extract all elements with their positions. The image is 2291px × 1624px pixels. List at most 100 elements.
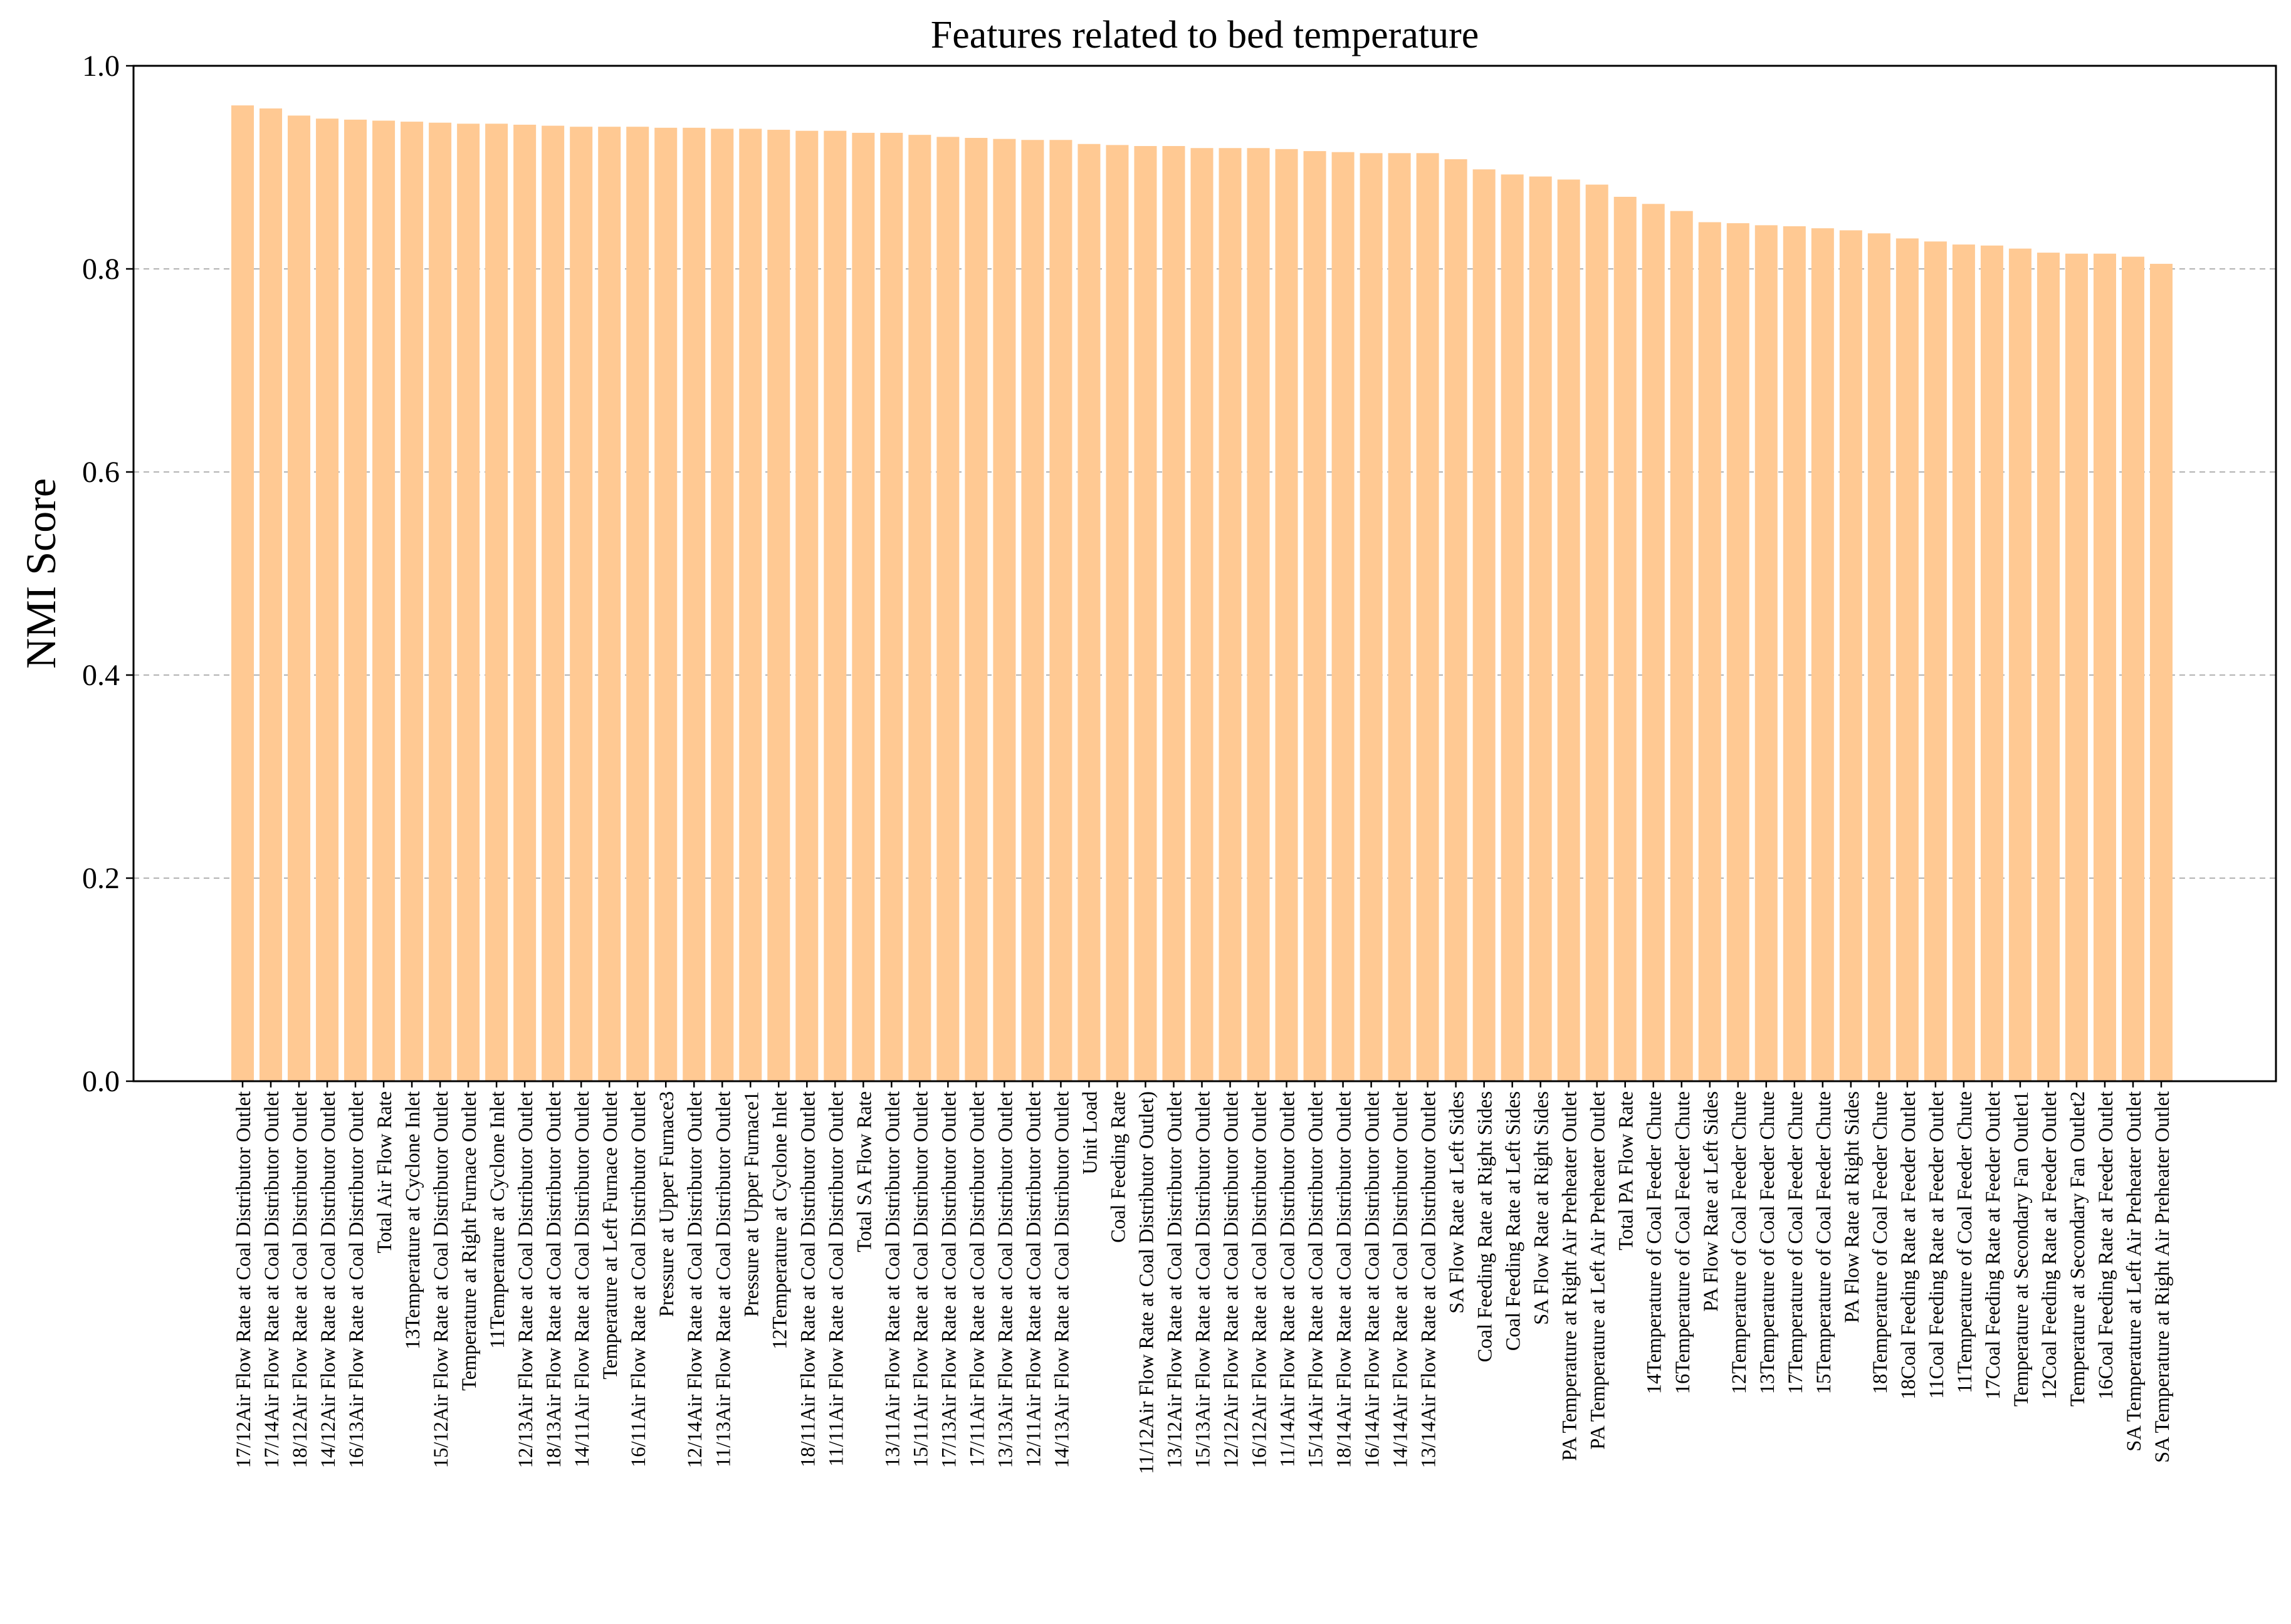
bar <box>683 127 706 1081</box>
x-tick-label: 11Temperature of Coal Feeder Chute <box>1954 1091 1976 1393</box>
bar <box>2121 256 2144 1081</box>
bar <box>344 119 367 1082</box>
x-tick-label: 13/12Air Flow Rate at Coal Distributor O… <box>1163 1091 1186 1468</box>
y-axis: 0.0 0.2 0.4 0.6 0.8 1.0 <box>82 50 134 1098</box>
bar <box>1444 159 1467 1081</box>
x-tick-label: Total SA Flow Rate <box>853 1091 876 1252</box>
x-tick-label: 15/12Air Flow Rate at Coal Distributor O… <box>430 1091 453 1468</box>
x-tick-label: 18/14Air Flow Rate at Coal Distributor O… <box>1333 1091 1356 1468</box>
bar <box>372 120 396 1082</box>
x-axis: 17/12Air Flow Rate at Coal Distributor O… <box>233 1081 2174 1474</box>
x-tick-label: 12/11Air Flow Rate at Coal Distributor O… <box>1022 1091 1045 1467</box>
x-tick-label: 11/14Air Flow Rate at Coal Distributor O… <box>1277 1091 1299 1467</box>
x-tick-label: 12/12Air Flow Rate at Coal Distributor O… <box>1220 1091 1243 1468</box>
x-tick-label: 15Temperature of Coal Feeder Chute <box>1813 1091 1835 1394</box>
bar <box>1754 225 1778 1082</box>
x-tick-label: 17/14Air Flow Rate at Coal Distributor O… <box>261 1091 283 1468</box>
bar <box>457 123 480 1082</box>
bar <box>2149 263 2173 1081</box>
bar <box>795 130 819 1082</box>
x-tick-label: PA Temperature at Left Air Preheater Out… <box>1587 1091 1610 1450</box>
bar <box>513 124 537 1082</box>
x-tick-label: PA Temperature at Right Air Preheater Ou… <box>1559 1091 1581 1461</box>
bar <box>852 132 875 1081</box>
bar <box>1021 140 1044 1081</box>
bar <box>1980 245 2003 1081</box>
bar <box>1134 145 1157 1082</box>
bar <box>1416 153 1439 1081</box>
x-tick-label: 12Temperature of Coal Feeder Chute <box>1728 1091 1751 1394</box>
bar <box>908 135 931 1081</box>
bar <box>485 123 508 1082</box>
bar <box>626 127 649 1082</box>
bar <box>880 132 903 1081</box>
bar <box>2008 248 2031 1082</box>
y-tick-label: 0.4 <box>82 659 120 692</box>
x-tick-label: Pressure at Upper Furnace1 <box>740 1091 763 1317</box>
x-tick-label: 15/14Air Flow Rate at Coal Distributor O… <box>1305 1091 1328 1468</box>
bar <box>2093 253 2116 1082</box>
bar <box>1106 145 1129 1082</box>
y-tick-label: 0.0 <box>82 1065 120 1098</box>
bar <box>1303 151 1326 1082</box>
x-tick-label: 18/11Air Flow Rate at Coal Distributor O… <box>797 1091 819 1467</box>
x-tick-label: 14/12Air Flow Rate at Coal Distributor O… <box>317 1091 340 1468</box>
x-tick-label: 11/11Air Flow Rate at Coal Distributor O… <box>825 1091 847 1467</box>
x-tick-label: Total Air Flow Rate <box>374 1091 396 1254</box>
grid-layer <box>134 268 2276 879</box>
bar <box>1275 149 1298 1082</box>
x-tick-label: 18/12Air Flow Rate at Coal Distributor O… <box>289 1091 312 1468</box>
x-tick-label: PA Flow Rate at Left Sides <box>1700 1091 1722 1312</box>
bar <box>1049 140 1072 1081</box>
bar <box>1952 244 1975 1081</box>
x-tick-label: 16/12Air Flow Rate at Coal Distributor O… <box>1249 1091 1271 1468</box>
bar <box>260 108 283 1081</box>
x-tick-label: 11Temperature at Cyclone Inlet <box>486 1091 509 1349</box>
y-tick-label: 0.8 <box>82 253 120 286</box>
x-tick-label: 16/11Air Flow Rate at Coal Distributor O… <box>627 1091 650 1467</box>
bar <box>1219 148 1242 1082</box>
bar <box>231 105 254 1082</box>
x-tick-label: 16Coal Feeding Rate at Feeder Outlet <box>2095 1091 2117 1400</box>
bar <box>2037 253 2060 1082</box>
bar <box>316 118 339 1082</box>
x-tick-label: 16/13Air Flow Rate at Coal Distributor O… <box>345 1091 368 1468</box>
x-tick-label: 12/14Air Flow Rate at Coal Distributor O… <box>684 1091 706 1468</box>
bar <box>1331 152 1355 1082</box>
bar <box>1585 184 1608 1081</box>
bar <box>1360 153 1383 1081</box>
x-tick-label: 17/12Air Flow Rate at Coal Distributor O… <box>233 1091 255 1468</box>
x-tick-label: SA Flow Rate at Right Sides <box>1531 1091 1553 1325</box>
bar <box>1388 153 1411 1081</box>
x-tick-label: 13Temperature of Coal Feeder Chute <box>1756 1091 1779 1394</box>
x-tick-label: 11/13Air Flow Rate at Coal Distributor O… <box>712 1091 735 1467</box>
x-tick-label: 14Temperature of Coal Feeder Chute <box>1644 1091 1666 1394</box>
bar <box>1190 148 1214 1082</box>
bar <box>1529 176 1552 1082</box>
y-tick-label: 0.2 <box>82 862 120 895</box>
x-tick-label: 17Temperature of Coal Feeder Chute <box>1785 1091 1807 1394</box>
x-tick-label: 16Temperature of Coal Feeder Chute <box>1672 1091 1694 1394</box>
bar <box>1501 174 1524 1082</box>
bar <box>2065 253 2088 1082</box>
bar <box>739 128 762 1082</box>
x-tick-label: Coal Feeding Rate at Right Sides <box>1474 1091 1497 1362</box>
x-tick-label: 13Temperature at Cyclone Inlet <box>402 1091 424 1349</box>
bar <box>1839 230 1862 1082</box>
bar <box>1867 233 1890 1081</box>
bar <box>570 127 593 1082</box>
x-tick-label: 15/11Air Flow Rate at Coal Distributor O… <box>910 1091 932 1467</box>
x-tick-label: SA Temperature at Right Air Preheater Ou… <box>2151 1091 2174 1463</box>
bar <box>767 130 790 1081</box>
x-tick-label: 17/11Air Flow Rate at Coal Distributor O… <box>966 1091 988 1467</box>
bar <box>1811 228 1834 1082</box>
bar <box>1613 196 1637 1082</box>
x-tick-label: 18Coal Feeding Rate at Feeder Outlet <box>1897 1091 1920 1400</box>
bar <box>288 115 311 1081</box>
x-tick-label: 14/14Air Flow Rate at Coal Distributor O… <box>1390 1091 1412 1468</box>
x-tick-label: Temperature at Right Furnace Outlet <box>458 1091 481 1391</box>
bar <box>1726 223 1749 1082</box>
bar <box>654 127 678 1081</box>
